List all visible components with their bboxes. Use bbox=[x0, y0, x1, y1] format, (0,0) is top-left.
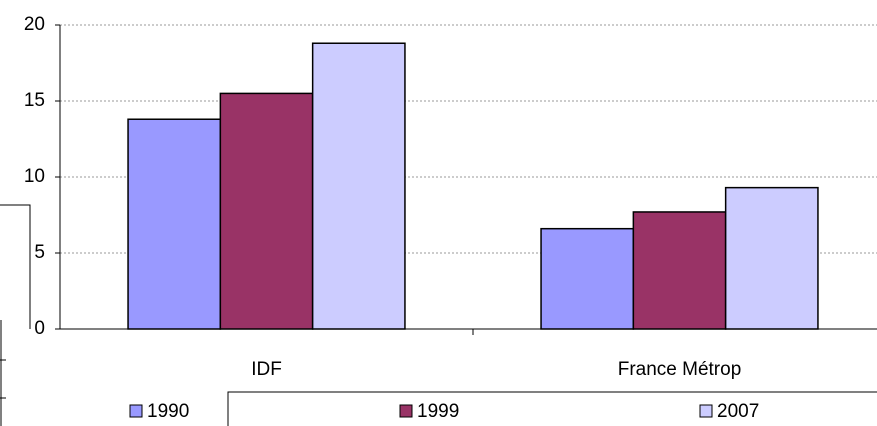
y-tick-label: 0 bbox=[34, 318, 45, 339]
y-tick-label: 5 bbox=[34, 242, 45, 263]
legend-label: 2007 bbox=[717, 401, 759, 422]
bar bbox=[219, 92, 314, 330]
bar bbox=[311, 42, 406, 330]
y-tick-label: 15 bbox=[24, 90, 45, 111]
bar bbox=[724, 186, 819, 330]
legend-label: 1999 bbox=[417, 401, 459, 422]
bar bbox=[540, 227, 635, 330]
x-tick-label: France Métrop bbox=[618, 359, 742, 380]
x-tick-label: IDF bbox=[251, 359, 282, 380]
y-tick-label: 10 bbox=[24, 166, 45, 187]
y-tick-label: 20 bbox=[24, 14, 45, 35]
artifact-line bbox=[0, 204, 31, 329]
frame-artifacts bbox=[0, 204, 877, 426]
legend-swatch bbox=[129, 404, 143, 418]
legend-label: 1990 bbox=[147, 401, 189, 422]
legend-swatch bbox=[399, 404, 413, 418]
legend-swatch bbox=[699, 404, 713, 418]
artifact-line bbox=[227, 391, 877, 426]
bar bbox=[632, 211, 727, 330]
bar bbox=[127, 118, 222, 330]
